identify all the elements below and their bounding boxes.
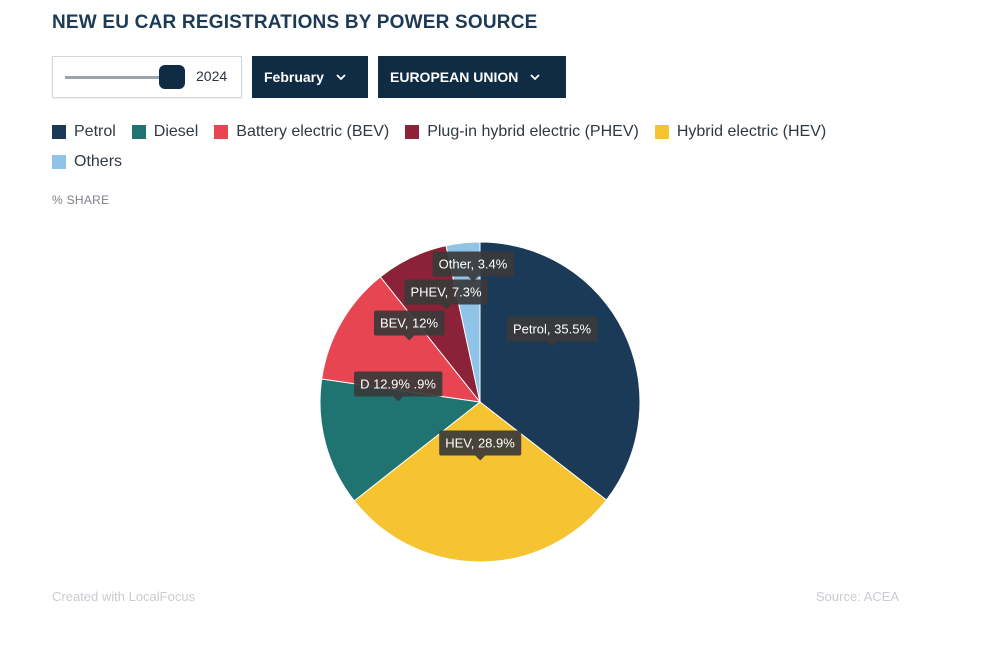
- pie-slice-hev[interactable]: [353, 401, 608, 563]
- legend-label: Plug-in hybrid electric (PHEV): [427, 123, 639, 140]
- data-label-text: Petrol, 35.5%: [513, 321, 591, 336]
- legend-label: Diesel: [153, 123, 199, 140]
- data-label-text: Other, 3.4%: [439, 256, 508, 271]
- data-label-text: HEV, 28.9%: [445, 435, 515, 450]
- region-dropdown[interactable]: EUROPEAN UNION: [378, 56, 566, 98]
- data-label-text: D 12.9% .9%: [360, 376, 436, 391]
- data-label-phev: PHEV, 7.3%: [404, 279, 488, 310]
- legend-item[interactable]: Others: [52, 152, 122, 172]
- controls-bar: 2024 February EUROPEAN UNION: [52, 56, 566, 98]
- year-value: 2024: [196, 68, 228, 84]
- data-label-text: PHEV, 7.3%: [410, 284, 482, 299]
- source-text: Source: ACEA: [816, 589, 900, 604]
- legend-label: Others: [74, 153, 123, 170]
- chart-title: NEW EU CAR REGISTRATIONS BY POWER SOURCE: [52, 12, 538, 33]
- data-label-petrol: Petrol, 35.5%: [506, 316, 598, 347]
- slider-handle[interactable]: [159, 65, 185, 89]
- legend-label: Battery electric (BEV): [236, 123, 390, 140]
- year-slider[interactable]: 2024: [52, 56, 242, 98]
- legend-item[interactable]: Hybrid electric (HEV): [654, 122, 827, 142]
- legend-swatch: [52, 125, 66, 139]
- data-label-hev: HEV, 28.9%: [439, 430, 522, 461]
- chevron-down-icon: [530, 74, 540, 81]
- pie-slice-diesel[interactable]: [319, 378, 482, 502]
- data-label-diesel: D 12.9% .9%: [354, 371, 443, 402]
- legend-swatch: [654, 125, 669, 139]
- legend-swatch: [52, 155, 66, 169]
- pie-slice-petrol[interactable]: [479, 241, 641, 501]
- pie-slice-bev[interactable]: [321, 276, 482, 403]
- legend-item[interactable]: Plug-in hybrid electric (PHEV): [405, 122, 639, 142]
- data-label-other: Other, 3.4%: [432, 251, 514, 282]
- legend-item[interactable]: Petrol: [52, 122, 116, 142]
- month-dropdown-label: February: [264, 69, 324, 85]
- slider-fill: [65, 76, 173, 79]
- month-dropdown[interactable]: February: [252, 56, 368, 98]
- legend: Petrol Diesel Battery electric (BEV) Plug-i…: [52, 122, 912, 172]
- data-label-bev: BEV, 12%: [373, 310, 445, 341]
- legend-item[interactable]: Battery electric (BEV): [214, 122, 389, 142]
- legend-swatch: [405, 125, 420, 139]
- chevron-down-icon: [336, 74, 346, 81]
- region-dropdown-label: EUROPEAN UNION: [390, 69, 519, 85]
- unit-label: % SHARE: [52, 193, 110, 207]
- legend-label: Hybrid electric (HEV): [676, 123, 827, 140]
- slider-track[interactable]: [65, 76, 173, 79]
- legend-swatch: [214, 125, 229, 139]
- legend-label: Petrol: [74, 123, 116, 140]
- data-label-text: BEV, 12%: [380, 315, 439, 330]
- legend-item[interactable]: Diesel: [131, 122, 199, 142]
- credit-text: Created with LocalFocus: [52, 589, 196, 604]
- legend-swatch: [131, 125, 146, 139]
